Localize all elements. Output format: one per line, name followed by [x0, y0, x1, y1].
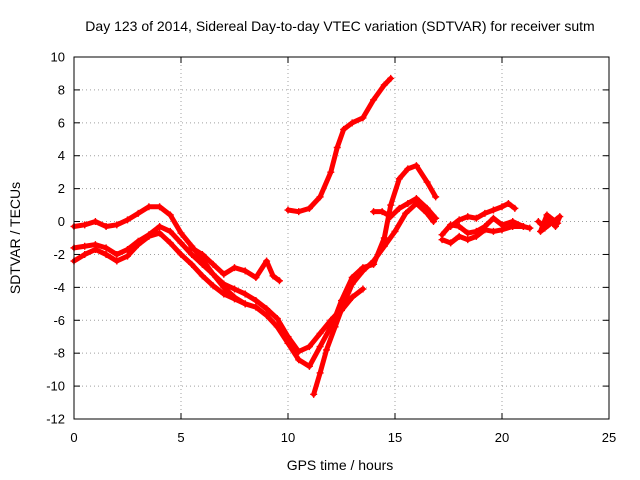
series-segment: [264, 258, 276, 279]
data-point: [359, 285, 367, 293]
series-track-e: [284, 74, 395, 216]
series-segment: [167, 240, 184, 257]
data-point: [387, 74, 395, 82]
x-tick-label: 0: [70, 430, 77, 445]
series-segment: [324, 324, 338, 353]
y-tick-label: 6: [58, 115, 65, 130]
series-track-l: [534, 211, 564, 235]
series-segment: [341, 281, 355, 307]
y-tick-label: 0: [58, 214, 65, 229]
series-segment: [253, 258, 270, 280]
series-segment: [538, 212, 550, 234]
series-track-f: [310, 199, 438, 398]
series-segment: [311, 370, 323, 397]
series-segment: [388, 176, 402, 208]
series-segment: [392, 210, 409, 234]
y-tick-label: -12: [46, 412, 65, 427]
series-segment: [285, 334, 302, 355]
series-segment: [381, 75, 394, 88]
y-axis-title: SDTVAR / TECUs: [7, 182, 23, 294]
y-tick-label: -10: [46, 379, 65, 394]
series-segment: [274, 316, 291, 340]
series-track-k: [447, 199, 519, 230]
series-segment: [317, 317, 334, 336]
data-point: [526, 224, 534, 232]
series-segment: [125, 242, 141, 259]
x-axis-title: GPS time / hours: [287, 457, 394, 473]
x-tick-label: 25: [602, 430, 616, 445]
series-segment: [264, 312, 280, 330]
series-segment: [306, 330, 323, 350]
series-segment: [328, 145, 340, 175]
series-segment: [285, 340, 302, 363]
series-segment: [505, 200, 518, 211]
y-tick-label: 8: [58, 82, 65, 97]
series-segment: [334, 126, 347, 150]
series-segment: [274, 324, 291, 346]
x-tick-label: 15: [388, 430, 402, 445]
series-segment: [332, 301, 347, 330]
y-tick-label: -6: [53, 313, 65, 328]
series-segment: [306, 344, 323, 369]
series-segment: [167, 228, 184, 246]
series-segment: [371, 235, 387, 267]
series-segment: [371, 82, 387, 103]
series-segment: [178, 230, 195, 249]
data-point: [432, 193, 440, 201]
series-segment: [424, 205, 439, 221]
series-segment: [328, 298, 344, 331]
series-segment: [270, 273, 282, 284]
series-segment: [349, 286, 366, 300]
series-segment: [339, 274, 355, 304]
data-point: [554, 219, 562, 227]
data-point: [519, 222, 527, 230]
series-segment: [317, 169, 334, 200]
series-track-j: [438, 222, 527, 247]
series-segment: [349, 268, 366, 287]
series-segment: [544, 212, 561, 226]
x-tick-label: 20: [495, 430, 509, 445]
series-track-g: [327, 162, 440, 332]
y-tick-label: 10: [51, 50, 65, 65]
series-segment: [306, 194, 323, 211]
y-tick-label: 4: [58, 148, 65, 163]
data-point: [432, 214, 440, 222]
series-segment: [178, 240, 195, 257]
series-segment: [360, 97, 377, 121]
y-tick-label: -4: [53, 280, 65, 295]
y-tick-label: -8: [53, 346, 65, 361]
y-tick-label: 2: [58, 181, 65, 196]
series-segment: [424, 179, 439, 200]
series-track-c: [70, 203, 249, 308]
series-segment: [424, 210, 437, 225]
x-tick-label: 5: [177, 430, 184, 445]
series-segment: [189, 261, 205, 279]
series-segment: [317, 347, 330, 376]
x-tick-label: 10: [281, 430, 295, 445]
plot-frame: [73, 56, 610, 420]
series-segment: [413, 163, 430, 185]
series-track-h: [370, 195, 440, 222]
series-segment: [210, 271, 227, 290]
series-segment: [199, 256, 216, 277]
chart-title: Day 123 of 2014, Sidereal Day-to-day VTE…: [85, 18, 594, 34]
data-series: [70, 74, 564, 398]
data-point: [275, 277, 283, 285]
series-segment: [381, 202, 394, 241]
y-tick-label: -2: [53, 247, 65, 262]
series-segment: [381, 228, 398, 249]
data-point: [511, 204, 519, 212]
data-point: [241, 300, 249, 308]
series-segment: [167, 212, 184, 236]
series-segment: [232, 294, 248, 307]
series-track-d: [188, 244, 283, 285]
grid: [74, 57, 609, 419]
axis-ticks: 0 5 10 15 20 25 -12 -10 -8 -6 -4 -2 0 2 4 6 8 10: [46, 50, 616, 446]
